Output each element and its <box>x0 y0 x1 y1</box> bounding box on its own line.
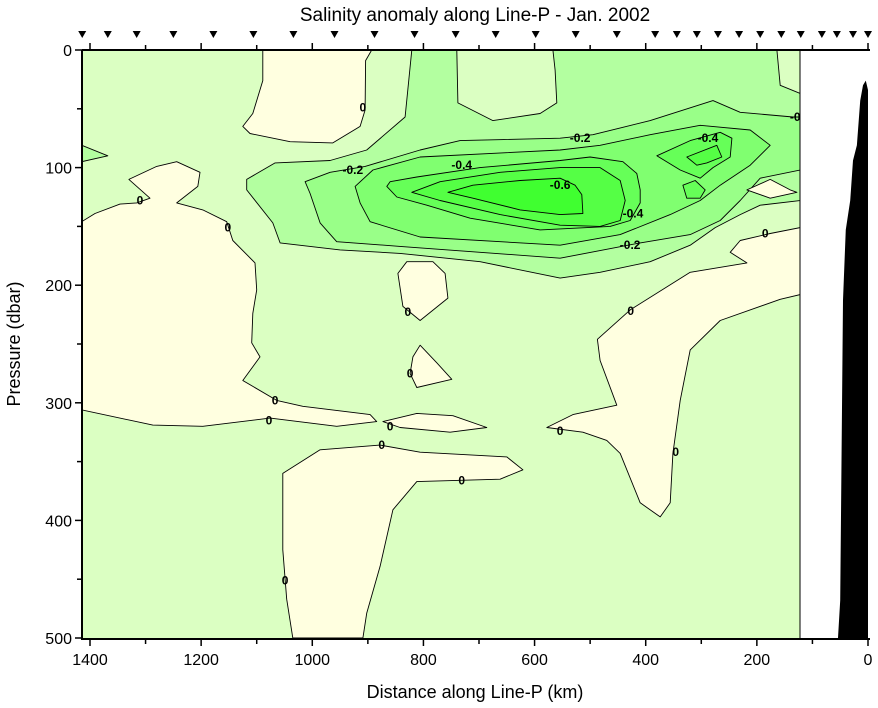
contour-region-0-11 <box>382 412 488 433</box>
contour-region-neg0p4-6 <box>682 180 706 199</box>
contour-label: 0 <box>137 194 144 208</box>
x-tick-label: 800 <box>410 652 437 669</box>
x-tick-label: 0 <box>864 652 873 669</box>
chart-title: Salinity anomaly along Line-P - Jan. 200… <box>300 5 650 26</box>
station-marker-icon <box>249 31 258 38</box>
contour-region-0-13 <box>546 227 800 518</box>
station-marker-icon <box>612 31 621 38</box>
x-tick-label: 1200 <box>183 652 219 669</box>
contour-label: 0 <box>672 445 679 459</box>
contour-label: -0.4 <box>698 131 719 145</box>
station-marker-icon <box>451 31 460 38</box>
contour-region-neg0p6-9 <box>447 177 584 216</box>
bathymetry <box>837 80 868 639</box>
x-axis-label: Distance along Line-P (km) <box>367 682 584 702</box>
y-tick-label: 300 <box>45 396 72 413</box>
station-marker-icon <box>817 31 826 38</box>
contour-label: 0 <box>627 304 634 318</box>
x-tick-label: 1400 <box>72 652 108 669</box>
contour-label: -0.4 <box>623 206 644 220</box>
station-marker-icon <box>132 31 141 38</box>
contour-region-neg0p5-8 <box>686 144 723 166</box>
x-tick-label: 1000 <box>294 652 330 669</box>
contour-label: 0 <box>458 473 465 487</box>
station-marker-icon <box>735 31 744 38</box>
contour-label: -0.4 <box>451 158 472 172</box>
contour-label: 0 <box>387 419 394 433</box>
contour-regions <box>82 50 800 638</box>
contour-label: 0 <box>407 366 414 380</box>
y-axis-label: Pressure (dbar) <box>4 281 24 406</box>
contour-label: 0 <box>272 393 279 407</box>
station-marker-icon <box>832 31 841 38</box>
station-marker-icon <box>289 31 298 38</box>
contour-label: 0 <box>224 221 231 235</box>
station-marker-icon <box>103 31 112 38</box>
y-tick-label: 200 <box>45 278 72 295</box>
contour-label: -0.2 <box>343 163 364 177</box>
station-marker-icon <box>370 31 379 38</box>
contour-region-0-10 <box>82 161 378 427</box>
contour-region-0-15 <box>242 50 373 144</box>
contour-label: 0 <box>266 413 273 427</box>
station-marker-icon <box>169 31 178 38</box>
station-marker-icon <box>864 31 872 38</box>
station-markers <box>78 31 872 38</box>
contour-label: 0 <box>557 424 564 438</box>
x-tick-label: 600 <box>521 652 548 669</box>
station-marker-icon <box>209 31 218 38</box>
y-tick-label: 400 <box>45 513 72 530</box>
y-tick-label: 500 <box>45 631 72 648</box>
contour-region-neg0p1-1 <box>82 144 109 163</box>
station-marker-icon <box>713 31 722 38</box>
contour-label: 0 <box>405 305 412 319</box>
contour-label: 0 <box>378 438 385 452</box>
contour-region-0-14 <box>746 178 798 199</box>
contour-region-0-17 <box>409 344 453 388</box>
contour-label: -0.2 <box>570 131 591 145</box>
contour-label: 0 <box>762 226 769 240</box>
station-marker-icon <box>78 31 87 38</box>
station-marker-icon <box>777 31 786 38</box>
station-marker-icon <box>330 31 339 38</box>
station-marker-icon <box>756 31 765 38</box>
station-marker-icon <box>651 31 660 38</box>
contour-label: -0.6 <box>550 178 571 192</box>
contour-label: -0 <box>790 110 801 124</box>
station-marker-icon <box>491 31 500 38</box>
station-marker-icon <box>692 31 701 38</box>
station-marker-icon <box>571 31 580 38</box>
contour-label: 0 <box>282 573 289 587</box>
station-marker-icon <box>410 31 419 38</box>
axes: 1400 1200 1000 800 600 400 200 0010020030040050… <box>45 43 873 669</box>
y-tick-label: 100 <box>45 161 72 178</box>
y-tick-label: 0 <box>63 43 72 60</box>
contour-region-0-16 <box>397 261 449 321</box>
station-marker-icon <box>531 31 540 38</box>
x-tick-label: 200 <box>744 652 771 669</box>
contour-label: -0.2 <box>620 238 641 252</box>
x-tick-label: 400 <box>632 652 659 669</box>
contour-region-0-12 <box>282 444 524 638</box>
station-marker-icon <box>848 31 857 38</box>
station-marker-icon <box>672 31 681 38</box>
contour-label: 0 <box>360 101 367 115</box>
station-marker-icon <box>796 31 805 38</box>
